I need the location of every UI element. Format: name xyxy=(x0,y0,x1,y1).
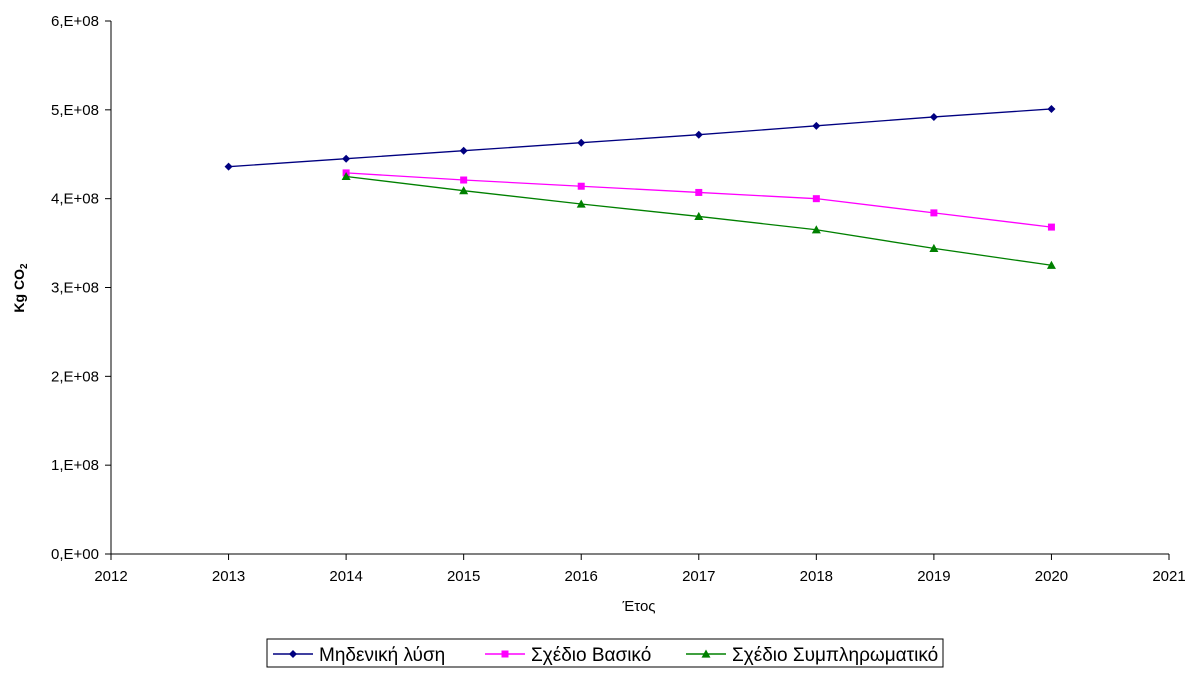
x-tick-label: 2020 xyxy=(1035,568,1068,585)
data-point xyxy=(459,146,468,155)
data-point xyxy=(1047,104,1056,113)
x-tick-label: 2013 xyxy=(212,568,245,585)
x-tick-label: 2016 xyxy=(565,568,598,585)
data-point xyxy=(342,154,351,163)
legend-item-3: Σχέδιο Συμπληρωματικό xyxy=(686,645,938,666)
data-point xyxy=(1046,260,1056,269)
legend-item-2: Σχέδιο Βασικό xyxy=(485,645,651,666)
data-point xyxy=(224,162,233,171)
y-tick-label: 2,E+08 xyxy=(51,368,99,385)
data-point xyxy=(459,186,469,195)
y-tick-label: 1,E+08 xyxy=(51,457,99,474)
x-tick-label: 2019 xyxy=(917,568,950,585)
series-3 xyxy=(341,171,1056,269)
legend-item-1: Μηδενική λύση xyxy=(273,645,445,666)
y-axis-title-main: Kg CO xyxy=(11,269,27,313)
x-tick-label: 2018 xyxy=(800,568,833,585)
x-tick-label: 2014 xyxy=(329,568,362,585)
series-2 xyxy=(342,169,1055,231)
data-point xyxy=(577,182,585,190)
x-tick-label: 2017 xyxy=(682,568,715,585)
data-point xyxy=(929,243,939,253)
data-point xyxy=(460,176,468,184)
series-layer xyxy=(224,104,1056,269)
y-axis-title: Kg CO2 xyxy=(11,263,30,313)
data-point xyxy=(341,171,351,181)
legend-marker xyxy=(501,650,509,658)
series-line xyxy=(228,108,1052,168)
y-tick-label: 0,E+00 xyxy=(51,546,99,563)
x-axis-title: Έτος xyxy=(621,598,655,615)
x-tick-label: 2021 xyxy=(1152,568,1185,585)
y-axis-title-subscript: 2 xyxy=(19,263,30,269)
data-point xyxy=(695,188,703,196)
data-point xyxy=(930,209,938,217)
y-tick-label: 3,E+08 xyxy=(51,280,99,297)
x-tick-label: 2015 xyxy=(447,568,480,585)
axes: 0,E+00 1,E+08 2,E+08 3,E+08 4,E+08 5,E+08 6,E+… xyxy=(51,13,1186,585)
data-point xyxy=(576,199,586,208)
data-point xyxy=(694,211,704,221)
series-1 xyxy=(224,104,1056,171)
legend-box xyxy=(266,638,944,668)
legend: Μηδενική λύση Σχέδιο Βασικό Σχέδιο Συμπληρ… xyxy=(266,638,944,668)
x-tick-label: 2012 xyxy=(94,568,127,585)
legend-label: Μηδενική λύση xyxy=(319,645,445,666)
data-point xyxy=(812,195,820,203)
data-point xyxy=(812,121,821,130)
legend-marker xyxy=(289,650,297,658)
y-tick-label: 5,E+08 xyxy=(51,102,99,119)
data-point xyxy=(577,138,586,147)
data-point xyxy=(1047,223,1055,231)
y-tick-label: 4,E+08 xyxy=(51,191,99,208)
data-point xyxy=(694,130,703,139)
legend-label: Σχέδιο Βασικό xyxy=(531,645,651,666)
data-point xyxy=(929,112,938,121)
legend-label: Σχέδιο Συμπληρωματικό xyxy=(732,645,938,666)
legend-marker xyxy=(701,649,711,658)
legend-items: Μηδενική λύση Σχέδιο Βασικό Σχέδιο Συμπληρ… xyxy=(273,645,938,666)
data-point xyxy=(811,225,821,234)
y-tick-label: 6,E+08 xyxy=(51,13,99,30)
